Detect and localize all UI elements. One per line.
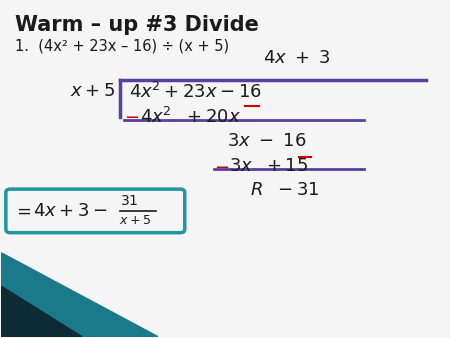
Text: $x+5$: $x+5$: [118, 214, 150, 227]
Text: 1.  (4x² + 23x – 16) ÷ (x + 5): 1. (4x² + 23x – 16) ÷ (x + 5): [15, 38, 229, 53]
Text: $4x + 3-$: $4x + 3-$: [33, 202, 107, 220]
Polygon shape: [1, 253, 158, 337]
Text: $3x \ \ +15$: $3x \ \ +15$: [230, 157, 309, 175]
Text: $R \ \ -31$: $R \ \ -31$: [250, 181, 319, 199]
Text: $-$: $-$: [214, 157, 229, 175]
Text: $=$: $=$: [13, 202, 31, 220]
Text: $4x^2\ \ +20x$: $4x^2\ \ +20x$: [140, 107, 241, 127]
Polygon shape: [1, 286, 82, 337]
Text: $3x \ - \ 16$: $3x \ - \ 16$: [227, 132, 307, 150]
Text: $x + 5$: $x + 5$: [70, 82, 116, 100]
Text: $4x^2 + 23x - 16$: $4x^2 + 23x - 16$: [129, 82, 262, 102]
Text: $31$: $31$: [120, 194, 138, 208]
FancyBboxPatch shape: [6, 189, 185, 233]
Text: Warm – up #3 Divide: Warm – up #3 Divide: [15, 15, 259, 35]
Text: $4x \ + \ 3$: $4x \ + \ 3$: [263, 49, 331, 67]
Text: $-$: $-$: [124, 107, 140, 125]
